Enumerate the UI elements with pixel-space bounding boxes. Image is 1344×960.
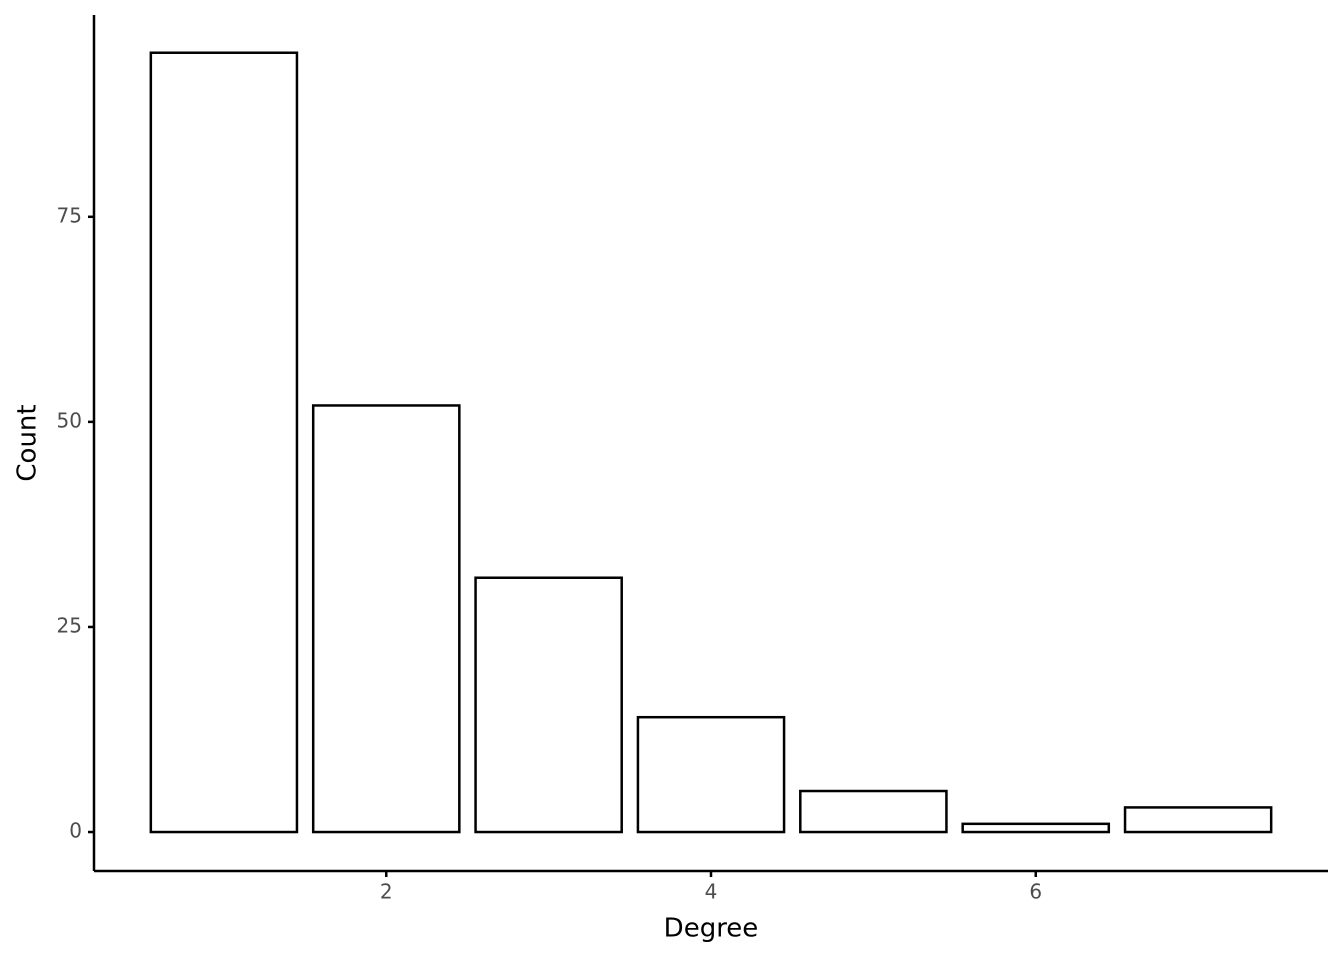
y-tick-label: 75 (57, 203, 82, 227)
x-tick-label: 4 (705, 880, 718, 904)
y-tick-label: 0 (69, 819, 82, 843)
bar (474, 576, 623, 834)
bar (961, 822, 1111, 834)
y-tick-label: 50 (57, 408, 82, 432)
x-tick-label: 6 (1029, 880, 1042, 904)
y-tick-label: 25 (57, 613, 82, 637)
y-axis-title: Count (13, 404, 43, 481)
bar (636, 715, 786, 834)
bar (799, 789, 948, 834)
x-axis-title: Degree (664, 914, 759, 944)
bar (311, 404, 461, 834)
bar (149, 51, 299, 834)
bar (1123, 806, 1273, 834)
x-tick-label: 2 (380, 880, 393, 904)
